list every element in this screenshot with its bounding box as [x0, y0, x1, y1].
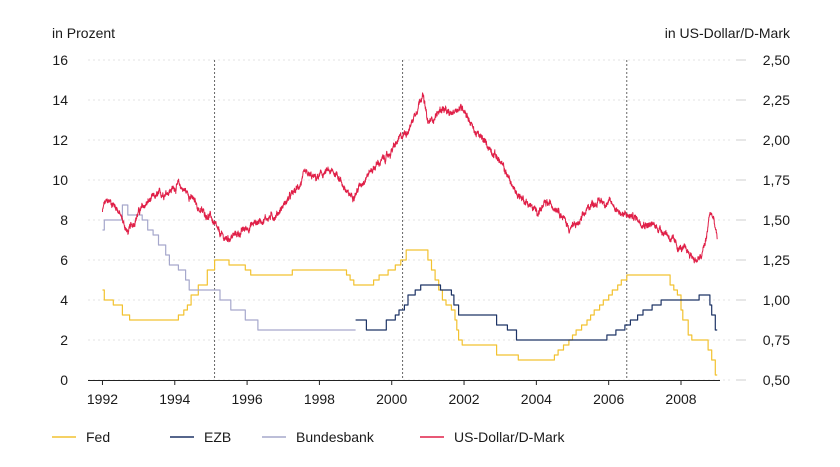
x-tick-label: 1994 — [159, 391, 190, 407]
left-tick-label: 14 — [52, 92, 68, 108]
legend-label: Fed — [86, 429, 110, 445]
legend-label: Bundesbank — [296, 429, 375, 445]
x-tick-label: 2006 — [593, 391, 624, 407]
series-lines — [102, 92, 718, 376]
right-tick-label: 2,00 — [763, 132, 790, 148]
left-tick-label: 8 — [60, 212, 68, 228]
legend: Fed EZB Bundesbank US-Dollar/D-Mark — [52, 429, 565, 445]
x-tick-label: 2004 — [521, 391, 552, 407]
series-line-ezb — [355, 284, 718, 341]
x-tick-label: 2002 — [448, 391, 479, 407]
vertical-markers — [214, 60, 628, 380]
right-axis-unit-label: in US-Dollar/D-Mark — [665, 25, 791, 41]
right-tick-label: 1,25 — [763, 252, 790, 268]
left-tick-label: 6 — [60, 252, 68, 268]
left-tick-label: 16 — [52, 52, 68, 68]
series-line-fed — [102, 249, 718, 376]
right-tick-label: 0,50 — [763, 372, 790, 388]
left-axis-unit-label: in Prozent — [52, 25, 115, 41]
series-line-bundesbank — [102, 204, 356, 331]
series-line-us-dollar-d-mark — [102, 92, 718, 264]
x-tick-label: 1996 — [232, 391, 263, 407]
right-tick-label: 2,25 — [763, 92, 790, 108]
right-tick-label: 2,50 — [763, 52, 790, 68]
right-tick-label: 1,50 — [763, 212, 790, 228]
left-tick-label: 12 — [52, 132, 68, 148]
x-tick-label: 1992 — [87, 391, 118, 407]
right-axis-ticks: 0,50 0,75 1,00 1,25 1,50 1,75 2,00 2,25 2,50 — [763, 52, 790, 388]
left-axis-ticks: 0 2 4 6 8 10 12 14 16 — [52, 52, 68, 388]
left-tick-label: 10 — [52, 172, 68, 188]
x-tick-label: 2000 — [376, 391, 407, 407]
left-tick-label: 2 — [60, 332, 68, 348]
right-tick-label: 1,75 — [763, 172, 790, 188]
x-tick-label: 2008 — [665, 391, 696, 407]
right-tick-label: 1,00 — [763, 292, 790, 308]
legend-label: US-Dollar/D-Mark — [454, 429, 565, 445]
legend-label: EZB — [204, 429, 231, 445]
x-axis: 1992 1994 1996 1998 2000 2002 2004 2006 2008 — [87, 380, 720, 407]
right-tick-label: 0,75 — [763, 332, 790, 348]
left-tick-label: 4 — [60, 292, 68, 308]
left-tick-label: 0 — [60, 372, 68, 388]
grid-lines — [88, 59, 746, 381]
x-tick-label: 1998 — [304, 391, 335, 407]
